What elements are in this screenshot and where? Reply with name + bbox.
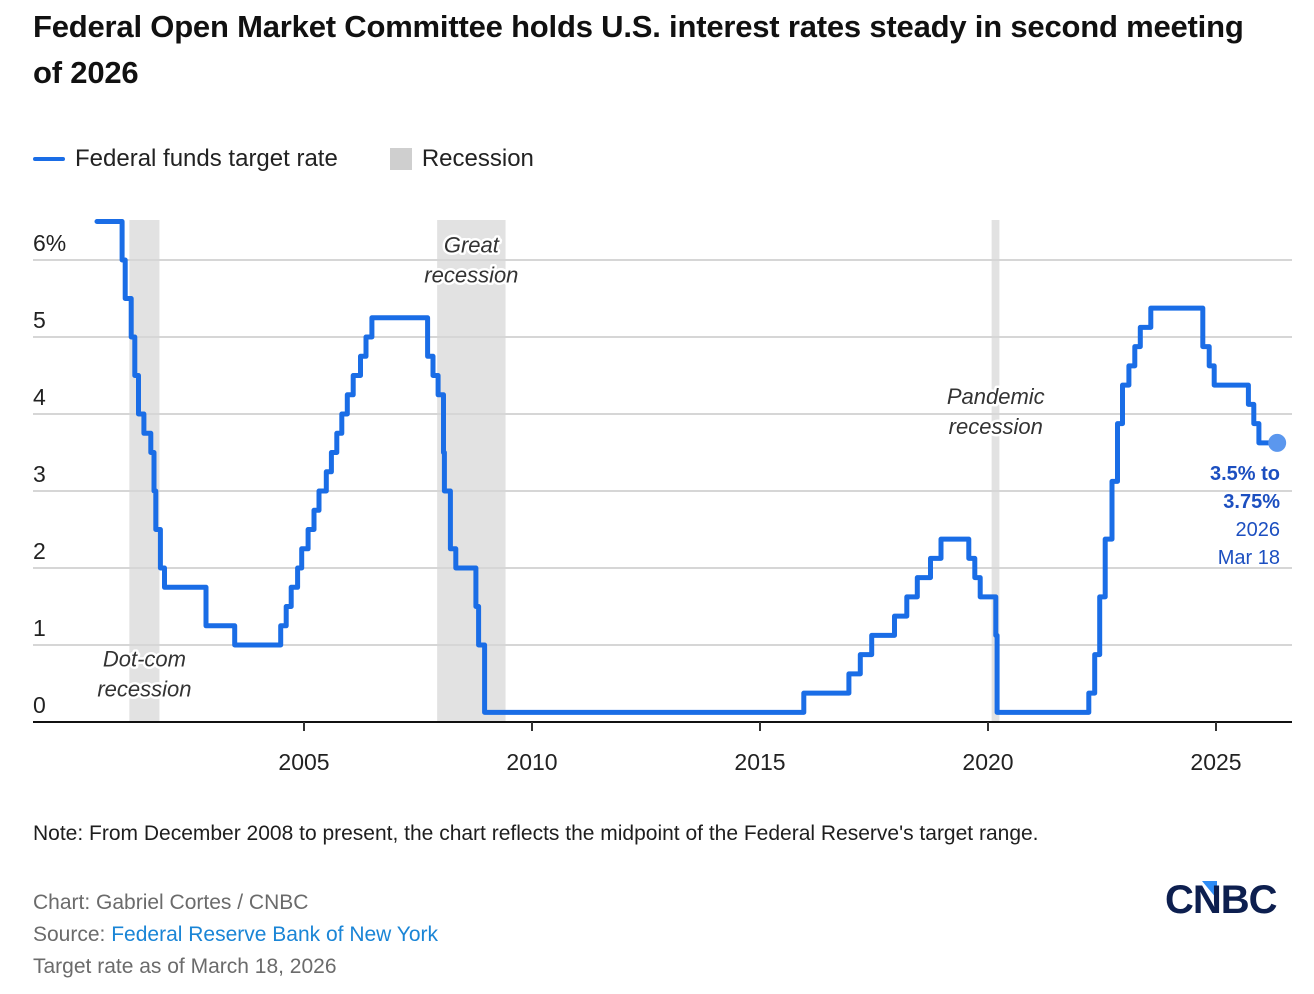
y-tick-label: 3 (33, 461, 46, 487)
legend-line-swatch (33, 157, 65, 161)
chart-credit: Chart: Gabriel Cortes / CNBC (33, 891, 309, 914)
rate-line (94, 219, 1274, 715)
x-tick-label: 2020 (962, 749, 1013, 775)
end-date-label: Mar 18 (1218, 547, 1280, 569)
y-tick-label: 5 (33, 307, 46, 333)
recession-label: Dot-com (103, 647, 186, 672)
cnbc-logo-accent (1202, 881, 1217, 899)
recession-label: recession (424, 262, 518, 287)
recession-label: Great (444, 232, 500, 257)
x-tick-label: 2025 (1190, 749, 1241, 775)
legend-item-rate: Federal funds target rate (33, 145, 338, 173)
recession-band (437, 220, 506, 722)
cnbc-logo-text: CNBC (1165, 878, 1277, 919)
source-link[interactable]: Federal Reserve Bank of New York (111, 923, 439, 946)
credits: Chart: Gabriel Cortes / CNBC Source: Fed… (33, 887, 438, 983)
y-tick-label: 4 (33, 384, 46, 410)
y-tick-label: 6% (33, 230, 66, 256)
recession-labels: Dot-com recession Great recession Pandemic re… (95, 230, 1047, 704)
x-tick-label: 2005 (278, 749, 329, 775)
recession-label: recession (97, 677, 191, 702)
footnote: Note: From December 2008 to present, the… (33, 822, 1039, 845)
y-tick-label: 2 (33, 538, 46, 564)
recession-label: recession (949, 414, 1043, 439)
y-tick-label: 1 (33, 615, 46, 641)
source-line: Source: Federal Reserve Bank of New York (33, 919, 438, 951)
chart-title: Federal Open Market Committee holds U.S.… (33, 9, 1244, 90)
rate-series (94, 219, 1274, 715)
x-axis: 2005 2010 2015 2020 2025 (33, 721, 1292, 775)
end-point-marker (1268, 433, 1287, 452)
y-tick-label: 0 (33, 692, 46, 718)
x-tick-label: 2015 (734, 749, 785, 775)
recession-bands (129, 220, 1000, 722)
legend-label-rate: Federal funds target rate (75, 145, 338, 172)
as-of-date: Target rate as of March 18, 2026 (33, 955, 337, 978)
legend-box-swatch (389, 148, 412, 170)
x-tick-label: 2010 (506, 749, 557, 775)
end-annotation: 3.5% to 3.75% 2026 Mar 18 (1208, 433, 1287, 571)
source-prefix: Source: (33, 923, 112, 946)
end-date-label: 2026 (1236, 519, 1281, 541)
recession-band (991, 220, 1000, 722)
legend-label-recession: Recession (421, 145, 534, 172)
y-axis-labels: 0 1 2 3 4 5 6% (33, 230, 66, 718)
legend-item-recession: Recession (389, 145, 534, 173)
end-value-label: 3.75% (1223, 491, 1280, 513)
legend: Federal funds target rate Recession (33, 145, 586, 173)
recession-label: Pandemic (947, 384, 1045, 409)
chart-plot: Dot-com recession Great recession Pandemic re… (33, 219, 1292, 775)
end-value-label: 3.5% to (1210, 463, 1280, 485)
cnbc-logo-icon: CNBC (1165, 878, 1278, 919)
